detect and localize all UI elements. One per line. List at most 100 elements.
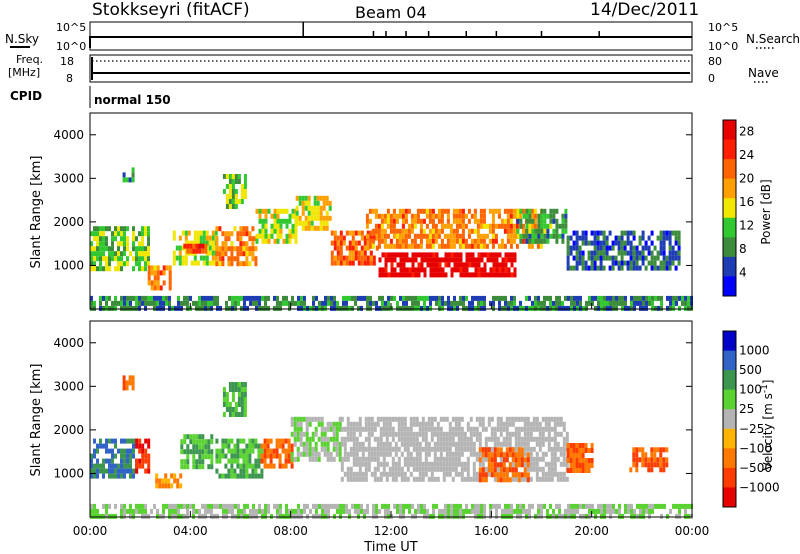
heatmap-cell: [375, 503, 378, 509]
heatmap-cell: [348, 260, 352, 266]
heatmap-cell: [633, 513, 636, 519]
heatmap-cell: [430, 421, 434, 427]
heatmap-cell: [117, 448, 120, 454]
heatmap-cell: [566, 260, 570, 266]
heatmap-cell: [623, 230, 627, 236]
heatmap-cell: [630, 295, 633, 301]
heatmap-cell: [603, 305, 606, 311]
heatmap-cell: [391, 461, 395, 467]
heatmap-cell: [301, 225, 305, 231]
heatmap-cell: [550, 416, 554, 422]
heatmap-cell: [585, 503, 588, 509]
heatmap-cell: [462, 305, 465, 311]
heatmap-cell: [659, 265, 663, 271]
heatmap-cell: [358, 431, 362, 437]
heatmap-cell: [208, 245, 212, 251]
heatmap-cell: [248, 448, 252, 454]
heatmap-cell: [413, 238, 417, 244]
heatmap-cell: [546, 223, 550, 229]
heatmap-cell: [351, 295, 354, 301]
heatmap-cell: [602, 265, 606, 271]
heatmap-cell: [511, 457, 515, 463]
heatmap-cell: [632, 457, 636, 463]
heatmap-cell: [408, 503, 411, 509]
heatmap-cell: [497, 243, 501, 249]
heatmap-cell: [402, 300, 405, 306]
heatmap-cell: [496, 452, 500, 458]
heatmap-cell: [403, 446, 407, 452]
heatmap-cell: [620, 245, 624, 251]
heatmap-cell: [523, 436, 527, 442]
heatmap-cell: [537, 300, 540, 306]
heatmap-cell: [221, 261, 225, 267]
heatmap-cell: [444, 257, 448, 263]
heatmap-cell: [556, 421, 560, 427]
heatmap-cell: [391, 476, 395, 482]
heatmap-cell: [432, 508, 435, 514]
heatmap-cell: [674, 265, 678, 271]
heatmap-cell: [192, 300, 195, 306]
heatmap-cell: [662, 462, 666, 468]
heatmap-cell: [675, 295, 678, 301]
heatmap-cell: [553, 466, 557, 472]
heatmap-cell: [227, 246, 231, 252]
heatmap-cell: [252, 508, 255, 514]
heatmap-cell: [205, 230, 209, 236]
heatmap-cell: [635, 447, 639, 453]
heatmap-cell: [123, 241, 126, 247]
heatmap-cell: [505, 436, 509, 442]
heatmap-cell: [517, 436, 521, 442]
heatmap-cell: [590, 250, 594, 256]
heatmap-cell: [305, 451, 309, 457]
heatmap-cell: [447, 503, 450, 509]
heatmap-cell: [581, 468, 585, 473]
heatmap-cell: [391, 446, 395, 452]
heatmap-cell: [468, 262, 472, 268]
heatmap-cell: [276, 228, 280, 234]
heatmap-cell: [144, 305, 147, 311]
heatmap-cell: [348, 305, 351, 311]
heatmap-cell: [141, 295, 144, 301]
heatmap-cell: [144, 448, 148, 454]
heatmap-cell: [662, 230, 666, 236]
heatmap-cell: [364, 436, 368, 442]
heatmap-cell: [96, 246, 99, 252]
heatmap-cell: [427, 466, 431, 472]
heatmap-cell: [338, 441, 342, 447]
heatmap-cell: [346, 466, 350, 472]
heatmap-cell: [534, 233, 538, 239]
heatmap-cell: [431, 243, 435, 249]
heatmap-cell: [138, 231, 141, 237]
heatmap-cell: [384, 262, 388, 268]
heatmap-cell: [499, 421, 503, 427]
heatmap-cell: [443, 223, 447, 229]
heatmap-cell: [227, 438, 231, 444]
heatmap-cell: [201, 444, 205, 450]
heatmap-cell: [284, 463, 288, 469]
heatmap-cell: [454, 461, 458, 467]
heatmap-cell: [663, 503, 666, 509]
heatmap-cell: [657, 305, 660, 311]
heatmap-cell: [251, 226, 255, 232]
heatmap-cell: [313, 215, 317, 221]
heatmap-cell: [647, 467, 651, 473]
heatmap-cell: [290, 448, 294, 454]
heatmap-cell: [293, 431, 297, 437]
heatmap-cell: [237, 508, 240, 514]
heatmap-cell: [328, 200, 332, 206]
heatmap-cell: [175, 255, 179, 261]
heatmap-cell: [294, 223, 298, 229]
heatmap-cell: [533, 218, 537, 224]
heatmap-cell: [102, 503, 105, 509]
heatmap-cell: [245, 241, 249, 247]
heatmap-cell: [514, 441, 518, 447]
heatmap-cell: [314, 441, 318, 447]
heatmap-cell: [479, 208, 483, 214]
heatmap-cell: [495, 272, 499, 278]
heatmap-cell: [260, 458, 264, 464]
heatmap-cell: [243, 382, 247, 387]
colorbar-swatch: [723, 350, 736, 371]
heatmap-cell: [497, 223, 501, 229]
heatmap-cell: [489, 267, 493, 273]
